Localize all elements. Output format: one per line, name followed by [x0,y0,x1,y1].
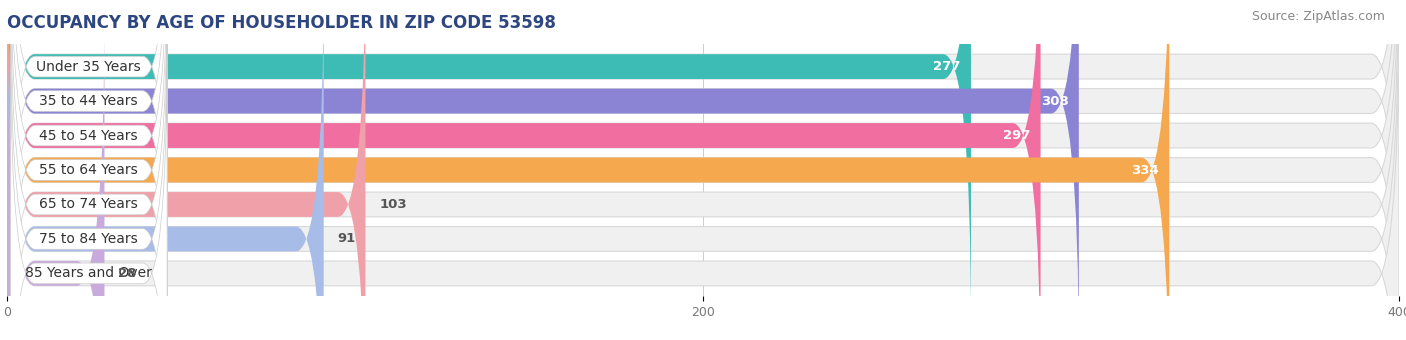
Text: 35 to 44 Years: 35 to 44 Years [39,94,138,108]
Text: 65 to 74 Years: 65 to 74 Years [39,198,138,211]
FancyBboxPatch shape [7,0,1399,340]
FancyBboxPatch shape [7,0,1399,340]
Text: 334: 334 [1130,164,1159,176]
FancyBboxPatch shape [7,0,1399,340]
FancyBboxPatch shape [7,0,1078,340]
Text: 277: 277 [934,60,960,73]
Text: 75 to 84 Years: 75 to 84 Years [39,232,138,246]
FancyBboxPatch shape [10,8,167,340]
FancyBboxPatch shape [7,0,1170,340]
FancyBboxPatch shape [10,42,167,340]
Text: Source: ZipAtlas.com: Source: ZipAtlas.com [1251,10,1385,23]
Text: 308: 308 [1040,95,1069,107]
FancyBboxPatch shape [7,0,366,340]
FancyBboxPatch shape [7,0,323,340]
FancyBboxPatch shape [7,10,104,340]
Text: 85 Years and Over: 85 Years and Over [25,267,152,280]
FancyBboxPatch shape [10,0,167,340]
FancyBboxPatch shape [10,0,167,340]
FancyBboxPatch shape [7,0,972,330]
Text: 103: 103 [380,198,406,211]
FancyBboxPatch shape [10,0,167,298]
FancyBboxPatch shape [10,0,167,332]
FancyBboxPatch shape [7,0,1399,340]
Text: 297: 297 [1002,129,1031,142]
Text: 55 to 64 Years: 55 to 64 Years [39,163,138,177]
Text: OCCUPANCY BY AGE OF HOUSEHOLDER IN ZIP CODE 53598: OCCUPANCY BY AGE OF HOUSEHOLDER IN ZIP C… [7,14,555,32]
FancyBboxPatch shape [7,0,1040,340]
FancyBboxPatch shape [7,0,1399,330]
FancyBboxPatch shape [10,0,167,340]
FancyBboxPatch shape [7,10,1399,340]
Text: Under 35 Years: Under 35 Years [37,59,141,73]
FancyBboxPatch shape [7,0,1399,340]
Text: 45 to 54 Years: 45 to 54 Years [39,129,138,142]
Text: 28: 28 [118,267,136,280]
Text: 91: 91 [337,233,356,245]
